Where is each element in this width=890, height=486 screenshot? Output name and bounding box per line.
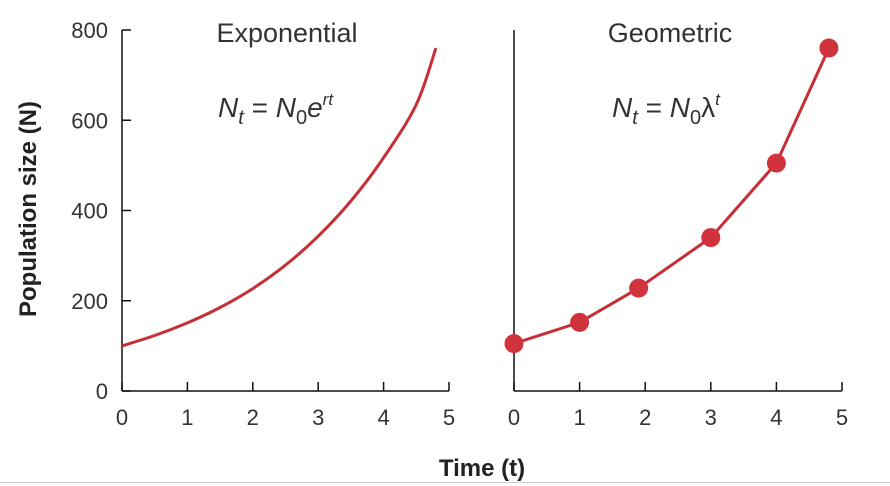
x-tick-label: 2 (247, 405, 259, 430)
y-tick-label: 800 (71, 18, 108, 43)
data-point (629, 278, 649, 298)
y-tick-label: 400 (71, 199, 108, 224)
x-axis-title: Time (t) (439, 455, 525, 482)
y-tick-label: 200 (71, 289, 108, 314)
series-line-geometric (513, 47, 831, 346)
equation-exponential: Nt = N0ert (218, 90, 334, 129)
series-line-exponential (121, 47, 438, 348)
panel-exponential: 0 200 400 600 800 0 1 2 3 4 5 Exponential Nt = N0… (71, 18, 455, 430)
x-tick-label: 1 (181, 405, 193, 430)
data-point (504, 334, 524, 354)
x-tick-label: 1 (573, 405, 585, 430)
x-tick-label: 0 (508, 405, 520, 430)
panel-title-geometric: Geometric (608, 18, 733, 48)
data-point (701, 228, 721, 248)
x-tick-label: 0 (116, 405, 128, 430)
x-tick-label: 2 (639, 405, 651, 430)
x-tick-label: 5 (443, 405, 455, 430)
x-tick-label: 4 (377, 405, 389, 430)
bottom-rule (0, 482, 890, 483)
x-tick-label: 5 (836, 405, 848, 430)
equation-geometric: Nt = N0λt (612, 90, 721, 129)
panel-geometric: 0 1 2 3 4 5 Geometric Nt = N0λt (504, 18, 848, 430)
x-tick-label: 3 (705, 405, 717, 430)
data-point (766, 153, 786, 173)
y-axis-title: Population size (N) (15, 101, 42, 317)
x-tick-label: 3 (312, 405, 324, 430)
panel-title-exponential: Exponential (216, 18, 357, 48)
y-tick-label: 0 (96, 379, 108, 404)
data-point (819, 38, 839, 58)
y-tick-label: 600 (71, 108, 108, 133)
data-point (570, 312, 590, 332)
x-tick-label: 4 (770, 405, 782, 430)
